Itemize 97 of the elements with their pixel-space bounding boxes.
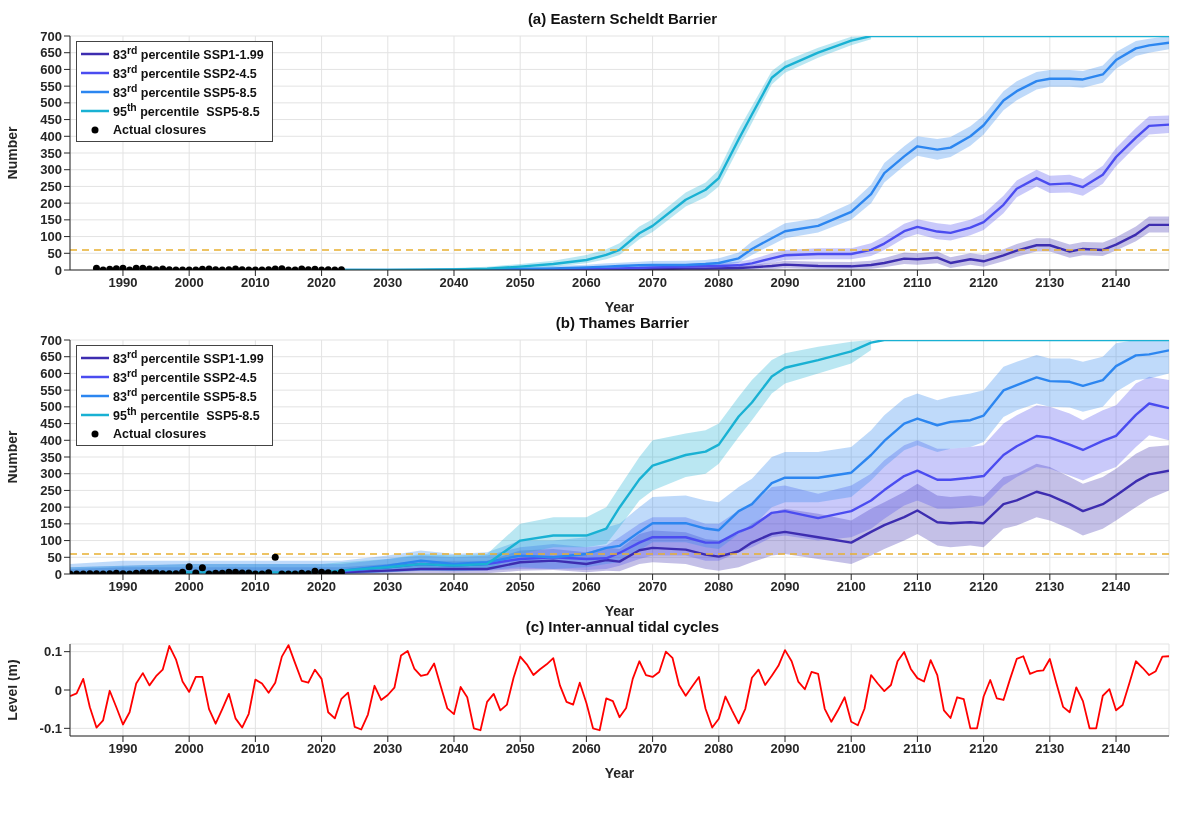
legend-label: 83$^{rd}$ percentile SSP2-4.5 xyxy=(113,63,257,82)
x-tick-label: 2040 xyxy=(439,741,469,757)
y-tick-label: 0 xyxy=(54,262,62,278)
y-tick-label: 550 xyxy=(40,382,62,398)
x-tick-label: 2110 xyxy=(903,741,932,757)
y-tick-label: 700 xyxy=(40,332,62,348)
x-tick-label: 2010 xyxy=(240,275,270,291)
x-tick-label: 2000 xyxy=(174,275,204,291)
y-tick-label: 100 xyxy=(40,533,62,549)
x-tick-label: 1990 xyxy=(108,275,138,291)
x-tick-label: 2140 xyxy=(1101,579,1131,595)
y-tick-label: 450 xyxy=(40,416,62,432)
y-tick-label: 650 xyxy=(40,349,62,365)
y-tick-label: 450 xyxy=(40,112,62,128)
y-tick-label: 0 xyxy=(54,682,62,698)
y-tick-label: -0.1 xyxy=(39,720,62,736)
x-tick-label: 2030 xyxy=(373,275,403,291)
x-tick-label: 2050 xyxy=(505,741,535,757)
y-tick-label: 600 xyxy=(40,62,62,78)
x-tick-label: 2030 xyxy=(373,741,403,757)
legend-label: 83$^{rd}$ percentile SSP1-1.99 xyxy=(113,44,264,63)
y-tick-label: 200 xyxy=(40,499,62,515)
legend-label: 95$^{th}$ percentile SSP5-8.5 xyxy=(113,405,260,424)
x-tick-label: 2130 xyxy=(1035,579,1065,595)
x-tick-label: 2130 xyxy=(1035,275,1065,291)
chart-title: (a) Eastern Scheldt Barrier xyxy=(526,9,719,29)
x-axis-title: Year xyxy=(604,765,635,781)
x-tick-label: 2020 xyxy=(307,579,337,595)
y-tick-label: 350 xyxy=(40,145,62,161)
x-tick-label: 2040 xyxy=(439,275,469,291)
y-tick-label: 0 xyxy=(54,566,62,582)
x-tick-label: 2080 xyxy=(704,741,734,757)
x-tick-label: 2040 xyxy=(439,579,469,595)
x-tick-label: 2090 xyxy=(770,579,800,595)
legend-label: Actual closures xyxy=(113,426,207,441)
x-tick-label: 2010 xyxy=(240,579,270,595)
y-tick-label: 500 xyxy=(40,399,62,415)
y-tick-label: 250 xyxy=(40,179,62,195)
y-tick-label: 100 xyxy=(40,229,62,245)
y-tick-label: 550 xyxy=(40,78,62,94)
x-tick-label: 2050 xyxy=(505,275,535,291)
x-tick-label: 2030 xyxy=(373,579,403,595)
y-tick-label: 400 xyxy=(40,432,62,448)
y-tick-label: 700 xyxy=(40,28,62,44)
x-tick-label: 2120 xyxy=(969,579,999,595)
legend-label: Actual closures xyxy=(113,122,207,137)
y-tick-label: 250 xyxy=(40,483,62,499)
x-tick-label: 2080 xyxy=(704,579,734,595)
x-tick-label: 2130 xyxy=(1035,741,1065,757)
y-tick-label: 0.1 xyxy=(43,644,62,660)
y-tick-label: 400 xyxy=(40,128,62,144)
y-tick-label: 600 xyxy=(40,366,62,382)
legend-label: 83$^{rd}$ percentile SSP5-8.5 xyxy=(113,386,257,405)
x-tick-label: 2070 xyxy=(638,579,668,595)
chart-title: (b) Thames Barrier xyxy=(554,313,691,333)
y-tick-label: 150 xyxy=(40,212,62,228)
x-tick-label: 2120 xyxy=(969,741,999,757)
x-tick-label: 2110 xyxy=(903,275,932,291)
x-tick-label: 2010 xyxy=(240,741,270,757)
x-tick-label: 2100 xyxy=(836,579,866,595)
x-tick-label: 2090 xyxy=(770,741,800,757)
x-tick-label: 1990 xyxy=(108,579,138,595)
legend-label: 83$^{rd}$ percentile SSP1-1.99 xyxy=(113,348,264,367)
x-tick-label: 2050 xyxy=(505,579,535,595)
y-tick-label: 150 xyxy=(40,516,62,532)
x-tick-label: 2100 xyxy=(836,275,866,291)
y-tick-label: 500 xyxy=(40,95,62,111)
x-tick-label: 2060 xyxy=(571,741,601,757)
x-tick-label: 2110 xyxy=(903,579,932,595)
x-tick-label: 2020 xyxy=(307,741,337,757)
legend-label: 95$^{th}$ percentile SSP5-8.5 xyxy=(113,101,260,120)
x-tick-label: 2100 xyxy=(836,741,866,757)
x-tick-label: 2020 xyxy=(307,275,337,291)
x-tick-label: 2000 xyxy=(174,579,204,595)
x-tick-label: 2140 xyxy=(1101,741,1131,757)
x-tick-label: 2060 xyxy=(571,275,601,291)
y-tick-label: 50 xyxy=(47,549,62,565)
y-tick-label: 350 xyxy=(40,449,62,465)
y-tick-label: 50 xyxy=(47,245,62,261)
x-tick-label: 2000 xyxy=(174,741,204,757)
y-tick-label: 200 xyxy=(40,195,62,211)
x-tick-label: 2070 xyxy=(638,741,668,757)
x-tick-label: 2140 xyxy=(1101,275,1131,291)
x-tick-label: 2120 xyxy=(969,275,999,291)
x-tick-label: 2060 xyxy=(571,579,601,595)
x-axis-title: Year xyxy=(604,603,635,619)
x-tick-label: 1990 xyxy=(108,741,138,757)
chart-title: (c) Inter-annual tidal cycles xyxy=(524,617,721,637)
y-tick-label: 300 xyxy=(40,162,62,178)
y-tick-label: 650 xyxy=(40,45,62,61)
x-tick-label: 2090 xyxy=(770,275,800,291)
x-axis-title: Year xyxy=(604,299,635,315)
legend-label: 83$^{rd}$ percentile SSP5-8.5 xyxy=(113,82,257,101)
x-tick-label: 2080 xyxy=(704,275,734,291)
x-tick-label: 2070 xyxy=(638,275,668,291)
legend-label: 83$^{rd}$ percentile SSP2-4.5 xyxy=(113,367,257,386)
y-tick-label: 300 xyxy=(40,466,62,482)
